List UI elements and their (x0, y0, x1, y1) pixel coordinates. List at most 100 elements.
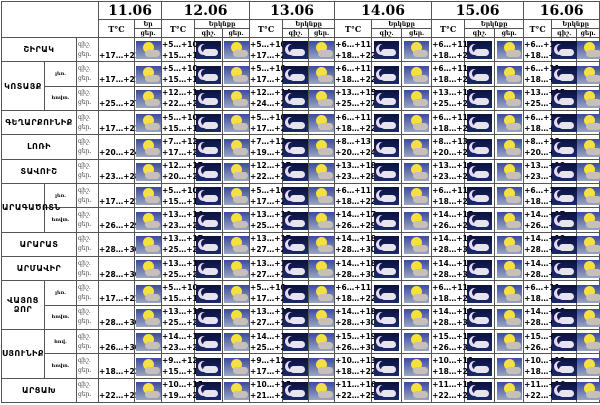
temp-cell: +11…+16 +22…+25 (431, 377, 473, 404)
night-temp: +14…+18 (524, 307, 566, 317)
sun-shape (584, 212, 596, 224)
night-temp: +7…+12 (250, 136, 286, 146)
sun-shape (230, 212, 242, 224)
sky-night (551, 134, 578, 160)
cloud-shape (586, 123, 600, 131)
sun-cloud-icon (496, 284, 522, 303)
night-temp: +5…+10 (250, 282, 286, 292)
date-header: 13.06 (249, 1, 336, 20)
night-temp: +5…+10 (162, 282, 198, 292)
table-row: ԱՐԱԳԱԾՈՏՆ լեռ. գիշ. ցեր. +17…+21 +5…+10 +15…+… (1, 182, 600, 233)
sun-cloud-icon (309, 163, 335, 182)
sky-day (494, 207, 525, 233)
sun-shape (142, 261, 154, 273)
sun-shape (142, 188, 154, 200)
night-temp: +5…+10 (162, 39, 198, 49)
cloud-shape (290, 195, 306, 203)
day-temp: +25…+27 (99, 99, 140, 109)
night-temp: +13…+15 (432, 88, 474, 98)
sky-night (371, 158, 403, 184)
night-temp: +13…+17 (250, 307, 291, 317)
night-temp: +14…+17 (524, 209, 566, 219)
night-temp (99, 306, 134, 317)
cloud-shape (144, 220, 160, 228)
night-temp: +13…+17 (162, 234, 203, 244)
cloud-shape (505, 366, 521, 374)
temp-cell: +7…+12 +19…+23 (249, 134, 291, 160)
cloud-shape (413, 147, 429, 155)
moon-cloud-icon (467, 236, 493, 255)
sky-night (371, 255, 403, 282)
sun-cloud-icon (223, 260, 249, 279)
cloud-shape (381, 292, 397, 300)
cloud-shape (559, 390, 575, 398)
cloud-shape (318, 391, 334, 399)
night-temp (99, 87, 134, 98)
night-label: գիշ. (78, 283, 91, 291)
day-temp: +22…+27 (250, 172, 291, 182)
sun-cloud-icon (496, 236, 522, 255)
temp-11-06: +20…+24 (98, 134, 140, 160)
sun-cloud-icon (496, 260, 522, 279)
night-temp: +13…+18 (524, 161, 566, 171)
day-temp: +17…+21 (250, 293, 291, 303)
sky-day (401, 158, 433, 184)
moon-cloud-icon (196, 309, 222, 328)
temp-cell: +14…+18 +28…+30 (523, 231, 565, 257)
moon-cloud-icon (374, 284, 400, 303)
moon-cloud-icon (467, 65, 493, 84)
sun-shape (503, 212, 515, 224)
sky-day (576, 182, 600, 209)
cloud-shape (559, 49, 575, 57)
sky-night (551, 280, 578, 306)
cloud-shape (413, 50, 429, 58)
cloud-shape (505, 391, 521, 399)
sky-day (401, 304, 433, 330)
cloud-shape (290, 171, 306, 179)
day-temp: +18…+22 (432, 50, 474, 60)
sky-night (194, 280, 224, 306)
cloud-shape (505, 220, 521, 228)
sun-shape (503, 383, 515, 395)
sky-day (494, 182, 525, 209)
cloud-shape (290, 317, 306, 325)
night-temp: +6…+11 (335, 185, 371, 195)
sky-night (194, 85, 224, 111)
day-temp: +22…+25 (524, 391, 566, 401)
night-temp: +5…+10 (250, 63, 286, 73)
moon-cloud-icon (283, 382, 309, 401)
day-temp: +23…+27 (162, 342, 203, 352)
sun-cloud-icon (496, 187, 522, 206)
moon-cloud-icon (374, 163, 400, 182)
sky-night (464, 109, 496, 136)
sun-cloud-icon (135, 41, 161, 60)
sky-night (282, 134, 310, 160)
night-temp: +13…+15 (524, 88, 566, 98)
cloud-shape (232, 50, 248, 58)
sky-night (194, 134, 224, 160)
night-temp: +15…+19 (432, 331, 474, 341)
sun-cloud-icon (404, 211, 430, 230)
sun-shape (584, 310, 596, 322)
zone-label: հովտ. (44, 304, 77, 330)
moon-cloud-icon (552, 211, 578, 230)
sky-header: Երկնքը (282, 19, 336, 29)
sun-cloud-icon (577, 65, 600, 84)
night-temp: +14…+19 (162, 331, 203, 341)
temp-cell: +13…+17 +25…+27 (161, 255, 203, 282)
temp-cell: +13…+17 +25…+27 (161, 304, 203, 330)
night-temp (99, 112, 134, 123)
night-day-labels: գիշ. ցեր. (75, 231, 100, 257)
temp-11-06: +17…+21 (98, 109, 140, 136)
temp-cell: +5…+10 +15…+19 (161, 182, 203, 209)
sun-shape (503, 285, 515, 297)
sky-day (401, 36, 433, 63)
day-temp: +25…+29 (250, 342, 291, 352)
cloud-shape (144, 123, 160, 131)
cloud-shape (586, 99, 600, 107)
sun-cloud-icon (309, 382, 335, 401)
cloud-shape (586, 50, 600, 58)
moon-cloud-icon (552, 41, 578, 60)
sky-day (222, 328, 251, 355)
sun-shape (230, 310, 242, 322)
